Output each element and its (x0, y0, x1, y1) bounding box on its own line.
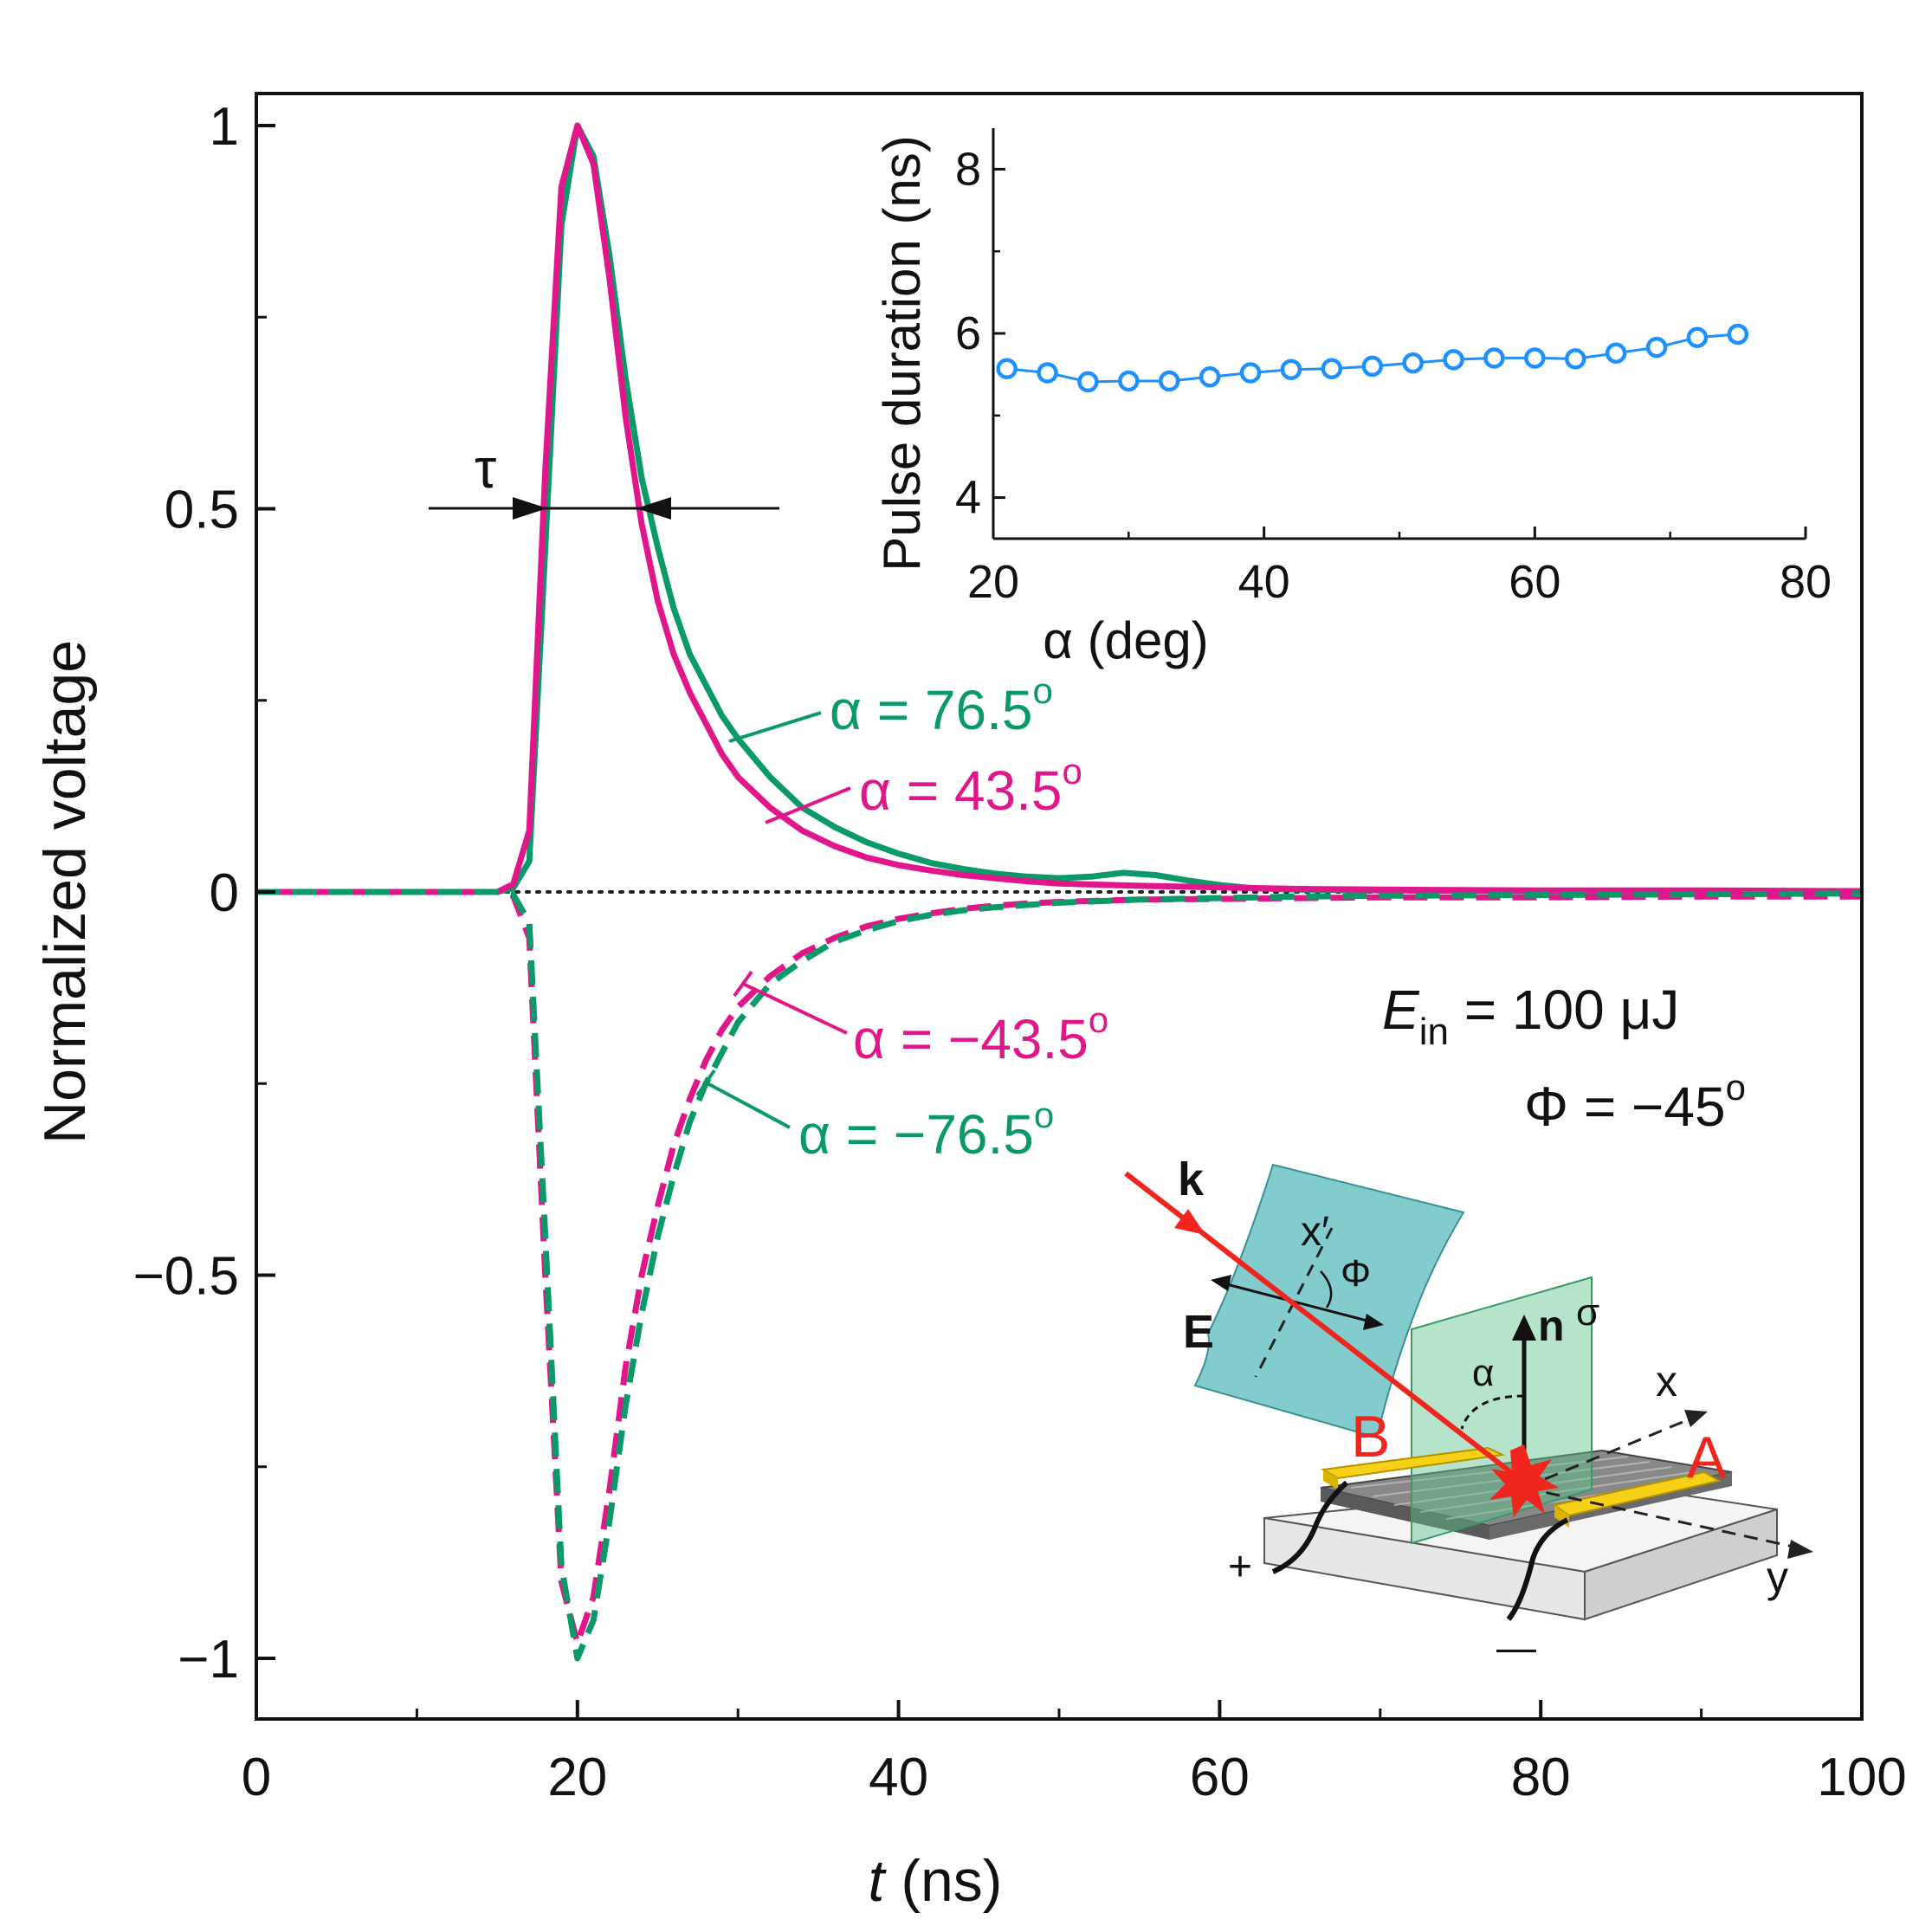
inset-point (1199, 365, 1221, 388)
label-plus: + (1228, 1544, 1252, 1590)
normal-vector-head (1512, 1315, 1536, 1341)
y-tick-label: 0 (210, 863, 239, 923)
series-line-3 (256, 888, 1863, 1662)
alpha-arc (1460, 1394, 1525, 1430)
y-tick-label: 0.5 (165, 481, 239, 540)
leader-alpha-neg-76-5 (705, 1081, 791, 1129)
leader-tick-neg-43-5 (733, 970, 753, 998)
label-a: A (1687, 1425, 1727, 1490)
inset-point (1564, 348, 1586, 370)
label-alpha-neg-43-5: α = −43.5o (853, 999, 1108, 1070)
x-tick-label-40: 40 (869, 1748, 928, 1807)
inset-x-tick-label: 80 (1780, 556, 1832, 608)
film-front (1321, 1488, 1489, 1540)
y-axis-dashed (1523, 1486, 1802, 1550)
label-x: x (1656, 1357, 1677, 1405)
electrode-b (1320, 1446, 1506, 1480)
x-tick-label-20: 20 (547, 1748, 607, 1807)
series-line-1 (256, 122, 1863, 895)
inset-point (1605, 342, 1627, 365)
inset-point (1686, 326, 1709, 348)
wire-minus (1506, 1517, 1569, 1621)
label-alpha: α (1472, 1352, 1494, 1394)
y-axis-label: Normalized voltage (32, 640, 98, 1144)
inset-point (1402, 352, 1424, 374)
inset-point (1524, 347, 1546, 369)
inset-x-axis-label: α (deg) (1043, 611, 1208, 669)
inset-point (1239, 362, 1262, 384)
inset-point (1280, 359, 1302, 380)
x-axis-dashed (1523, 1414, 1698, 1489)
inset-point (1158, 370, 1180, 392)
label-x-prime: x′ (1301, 1209, 1329, 1255)
label-alpha-43-5: α = 43.5o (859, 751, 1082, 822)
inset-series-group (996, 323, 1749, 393)
leader-alpha-43-5 (765, 786, 851, 824)
y-axis-head (1787, 1540, 1813, 1559)
inset-point (1321, 358, 1343, 380)
laser-spot (1489, 1444, 1559, 1517)
inset-point (996, 358, 1018, 380)
label-k: k (1178, 1153, 1205, 1205)
inset-point (1077, 371, 1099, 393)
incidence-plane (1411, 1276, 1593, 1545)
label-minus: — (1496, 1625, 1536, 1670)
inset-y-axis-label: Pulse duration (ns) (873, 135, 931, 572)
label-n: n (1538, 1302, 1565, 1350)
inset-point (1483, 347, 1505, 369)
x-axis-head (1684, 1410, 1708, 1427)
main-chart: 0 20 40 60 80 100 1 0.5 0 −0.5 −1 Normalized volta… (32, 92, 1907, 1914)
y-tick-label: −1 (178, 1630, 239, 1690)
e-field-arrow-head-right (1363, 1314, 1384, 1330)
label-alpha-76-5: α = 76.5o (830, 670, 1053, 741)
inset-y-tick-label: 8 (955, 143, 981, 195)
leader-alpha-76-5 (728, 711, 822, 743)
inset-point (1118, 370, 1140, 392)
experiment-diagram: k E x′ Φ n σ α x y A B + — (1124, 1153, 1813, 1670)
leader-tick-neg-76-5 (695, 1069, 716, 1097)
y-tick-label: −0.5 (133, 1247, 239, 1307)
leader-alpha-neg-43-5 (742, 982, 848, 1035)
label-b: B (1351, 1404, 1390, 1470)
laser-arrow-head (1174, 1209, 1205, 1235)
inset-x-tick-label: 60 (1509, 556, 1560, 608)
energy-annotation: Ein = 100 μJ (1382, 979, 1679, 1053)
inset-x-tick-label: 40 (1238, 556, 1290, 608)
electrode-b-front (1323, 1470, 1338, 1489)
y-tick-label: 1 (210, 97, 239, 157)
label-phi: Φ (1341, 1252, 1371, 1295)
inset-y-tick-label: 4 (955, 472, 981, 524)
inset-axes: 20 40 60 80 4 6 8 (955, 128, 1832, 608)
tau-arrow-left (513, 497, 547, 520)
main-ticks: 0 20 40 60 80 100 1 0.5 0 −0.5 −1 (133, 97, 1907, 1807)
inset-x-tick-label: 20 (967, 556, 1019, 608)
phi-annotation: Φ = −45o (1524, 1067, 1746, 1138)
wire-plus (1271, 1480, 1349, 1574)
series-labels: α = 76.5o α = 43.5o α = −43.5o α = −76.5… (695, 670, 1108, 1166)
inset-point (1645, 336, 1668, 359)
e-field-arrow-head-left (1211, 1275, 1231, 1291)
inset-y-tick-label: 6 (955, 307, 981, 359)
x-tick-label-60: 60 (1190, 1748, 1250, 1807)
inset-point (1361, 355, 1383, 378)
x-axis-label: t (ns) (869, 1848, 1003, 1914)
e-field-arrow (1216, 1280, 1378, 1325)
x-tick-label-100: 100 (1817, 1748, 1906, 1807)
phi-arc (1320, 1270, 1333, 1308)
inset-point (1443, 349, 1464, 371)
x-tick-label-80: 80 (1511, 1748, 1571, 1807)
label-y: y (1767, 1553, 1788, 1601)
inset-chart: 20 40 60 80 4 6 8 Pulse duration (ns) α (deg) (873, 128, 1832, 669)
label-e: E (1183, 1306, 1214, 1358)
tau-annotation: τ (429, 437, 779, 520)
inset-point (1727, 323, 1749, 346)
label-sigma: σ (1576, 1291, 1599, 1334)
x-tick-label-0: 0 (242, 1748, 271, 1807)
inset-point (1037, 362, 1058, 384)
tau-arrow-right (636, 497, 671, 520)
label-alpha-neg-76-5: α = −76.5o (798, 1095, 1054, 1166)
tau-label: τ (475, 437, 496, 500)
